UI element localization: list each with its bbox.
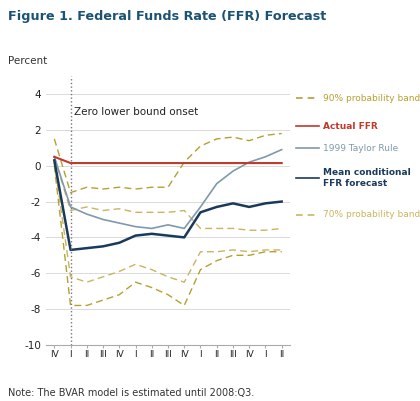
Text: 90% probability band: 90% probability band: [323, 94, 420, 103]
Text: Percent: Percent: [8, 56, 47, 66]
Text: Note: The BVAR model is estimated until 2008:Q3.: Note: The BVAR model is estimated until …: [8, 388, 255, 398]
Text: 70% probability band: 70% probability band: [323, 210, 420, 219]
Text: 1999 Taylor Rule: 1999 Taylor Rule: [323, 144, 398, 153]
Text: Figure 1. Federal Funds Rate (FFR) Forecast: Figure 1. Federal Funds Rate (FFR) Forec…: [8, 10, 327, 23]
Text: Mean conditional
FFR forecast: Mean conditional FFR forecast: [323, 168, 410, 188]
Text: Actual FFR: Actual FFR: [323, 122, 377, 131]
Text: Zero lower bound onset: Zero lower bound onset: [74, 107, 198, 117]
